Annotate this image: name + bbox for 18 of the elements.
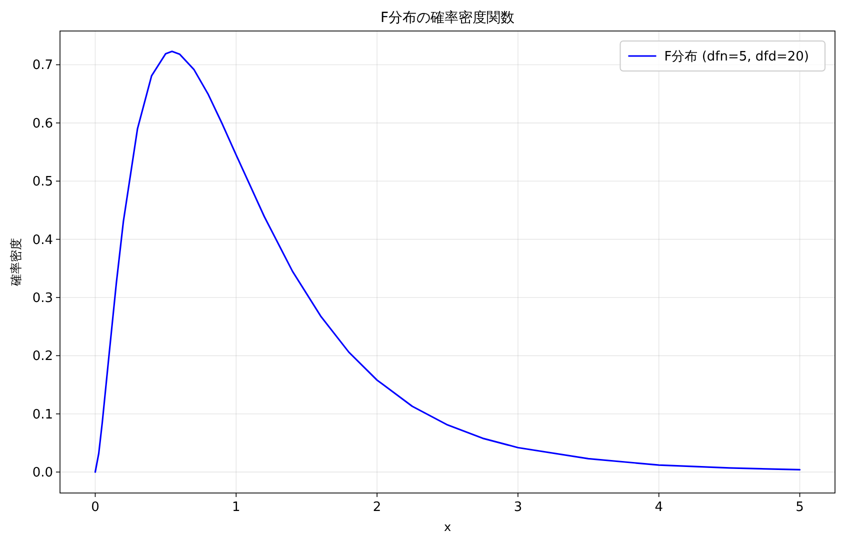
legend-label: F分布 (dfn=5, dfd=20) xyxy=(664,50,809,64)
y-axis-title: 確率密度 xyxy=(9,238,23,287)
x-tick-label: 2 xyxy=(372,500,382,515)
y-tick-label: 0.7 xyxy=(32,58,53,74)
x-tick-label: 3 xyxy=(514,500,522,515)
x-tick-label: 1 xyxy=(232,500,240,515)
y-tick-label: 0.5 xyxy=(32,174,53,190)
x-tick-label: 0 xyxy=(91,500,100,515)
x-tick-label: 5 xyxy=(796,500,804,515)
y-tick-label: 0.4 xyxy=(32,232,53,248)
y-tick-label: 0.1 xyxy=(32,407,53,422)
x-axis-title: x xyxy=(444,520,452,534)
y-tick-label: 0.3 xyxy=(32,290,53,306)
y-tick-label: 0.2 xyxy=(32,349,53,364)
chart-title: F分布の確率密度関数 xyxy=(380,10,515,26)
y-tick-label: 0.6 xyxy=(32,116,53,132)
x-tick-label: 4 xyxy=(654,500,664,515)
y-tick-label: 0.0 xyxy=(32,466,53,481)
